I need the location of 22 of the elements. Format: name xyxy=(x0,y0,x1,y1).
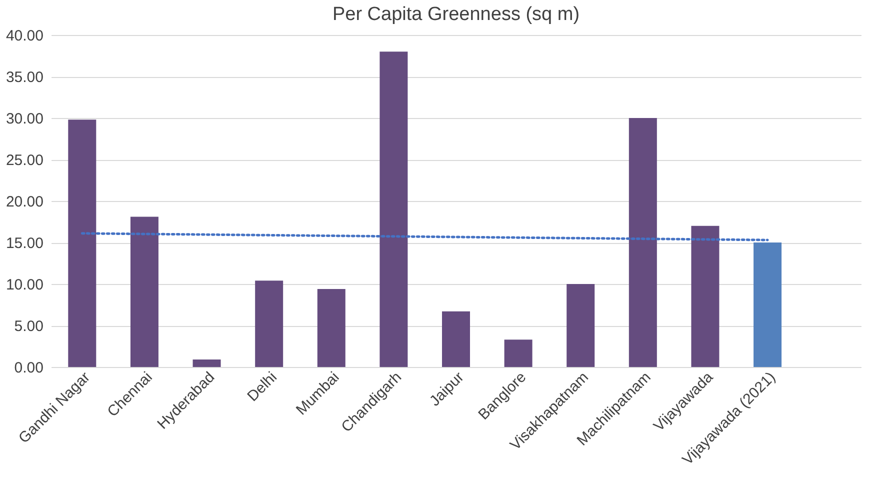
bar xyxy=(130,216,158,367)
y-tick-label: 40.00 xyxy=(6,28,44,44)
bar xyxy=(628,118,657,367)
bar xyxy=(255,280,284,367)
bar xyxy=(442,311,470,367)
y-tick-label: 15.00 xyxy=(6,235,44,252)
y-tick-label: 0.00 xyxy=(14,360,44,376)
bar xyxy=(192,360,221,367)
bar xyxy=(691,226,720,367)
y-tick-label: 35.00 xyxy=(6,69,44,86)
bar xyxy=(68,120,96,367)
bar xyxy=(380,52,408,367)
chart-title: Per Capita Greenness (sq m) xyxy=(332,4,580,25)
bar xyxy=(566,284,595,367)
y-tick-label: 5.00 xyxy=(14,318,44,335)
y-tick-label: 30.00 xyxy=(6,110,44,128)
y-tick-label: 20.00 xyxy=(6,194,44,210)
bar xyxy=(317,288,346,367)
y-tick-label: 25.00 xyxy=(6,152,44,169)
y-tick-label: 10.00 xyxy=(6,276,44,294)
bar xyxy=(504,340,532,367)
bar xyxy=(754,242,782,367)
